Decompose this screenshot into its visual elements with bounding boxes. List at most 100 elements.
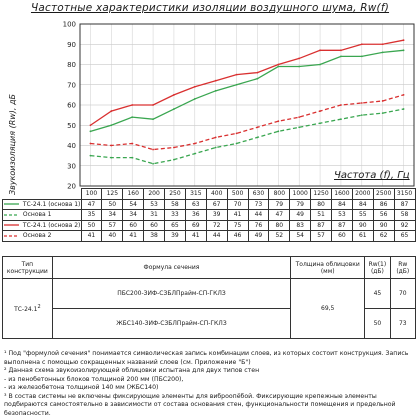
footnote: ² Данная схема звукоизолирующей облицовк… bbox=[4, 367, 260, 374]
legend-label: ТС-24.1 (основа 1) bbox=[21, 200, 81, 208]
y-tick-label: 70 bbox=[67, 81, 76, 89]
x-tick-label: 200 bbox=[143, 188, 165, 200]
legend-label: Основа 1 bbox=[21, 211, 52, 219]
data-point bbox=[173, 93, 175, 96]
data-point bbox=[152, 118, 154, 121]
legend-entry: ТС-24.1 (основа 2) bbox=[2, 219, 82, 231]
data-value-cell: 35 bbox=[80, 209, 103, 221]
data-point bbox=[360, 43, 363, 46]
data-point bbox=[298, 116, 301, 119]
legend-label: ТС-24.1 (основа 2) bbox=[21, 221, 81, 229]
x-tick-label: 160 bbox=[122, 188, 145, 200]
data-value-cell: 57 bbox=[101, 219, 124, 231]
data-value-cell: 41 bbox=[226, 209, 249, 221]
spec-header-formula: Формула сечения bbox=[51, 256, 292, 279]
data-value-cell: 92 bbox=[393, 219, 416, 231]
data-value-cell: 58 bbox=[164, 198, 186, 210]
footnotes: ¹ Под "формулой сечения" понимается симв… bbox=[4, 350, 416, 418]
data-value-cell: 80 bbox=[310, 198, 332, 210]
legend-swatch bbox=[4, 224, 19, 226]
data-value-cell: 33 bbox=[164, 209, 186, 221]
table-row: Основа 1 35 34 34 31 33 36 39 41 44 47 49 51 53 55 56 58 bbox=[2, 209, 416, 221]
footnote: - из железобетона толщиной 140 мм (ЖБС14… bbox=[4, 384, 159, 391]
data-value-cell: 79 bbox=[289, 198, 312, 210]
data-point bbox=[173, 146, 175, 149]
data-point bbox=[340, 55, 342, 58]
data-point bbox=[214, 89, 217, 92]
spec-header-type: Тип конструкции bbox=[2, 256, 53, 279]
y-tick-label: 90 bbox=[67, 41, 76, 49]
data-value-cell: 61 bbox=[351, 230, 374, 242]
footnote: - из пенобетонных блоков толщиной 200 мм… bbox=[4, 375, 184, 383]
data-point bbox=[173, 158, 175, 161]
series-line bbox=[90, 108, 404, 165]
x-tick-label: 315 bbox=[184, 188, 207, 200]
data-point bbox=[235, 83, 238, 86]
data-value-cell: 53 bbox=[331, 209, 353, 221]
x-axis-label: Частота (f), Гц bbox=[334, 170, 410, 181]
data-point bbox=[381, 43, 384, 46]
data-point bbox=[193, 142, 196, 145]
data-value-cell: 83 bbox=[289, 219, 312, 231]
data-value-cell: 50 bbox=[101, 198, 124, 210]
data-value-cell: 52 bbox=[268, 230, 291, 242]
data-value-cell: 55 bbox=[351, 209, 374, 221]
data-point bbox=[131, 142, 134, 145]
data-point bbox=[319, 49, 321, 52]
data-value-cell: 54 bbox=[122, 198, 145, 210]
data-point bbox=[256, 71, 259, 74]
spec-rw1: 50 bbox=[364, 308, 391, 339]
x-tick-label: 3150 bbox=[393, 188, 416, 200]
data-point bbox=[214, 136, 217, 139]
data-value-cell: 70 bbox=[226, 198, 249, 210]
y-tick-label: 80 bbox=[67, 61, 76, 69]
data-value-cell: 50 bbox=[80, 219, 103, 231]
data-point bbox=[256, 126, 259, 129]
data-value-cell: 31 bbox=[143, 209, 165, 221]
x-tick-label: 1000 bbox=[289, 188, 312, 200]
data-value-cell: 49 bbox=[247, 230, 270, 242]
data-value-cell: 34 bbox=[101, 209, 124, 221]
data-value-cell: 41 bbox=[80, 230, 103, 242]
data-point bbox=[131, 116, 134, 119]
spec-formula: ПБС200-ЗИФ-СЗБЛПрайм-СП-ГКЛЗ bbox=[51, 278, 292, 309]
data-point bbox=[89, 154, 92, 157]
data-point bbox=[277, 120, 280, 123]
data-value-cell: 46 bbox=[226, 230, 249, 242]
legend-entry: Основа 2 bbox=[2, 230, 82, 242]
x-tick-label: 1600 bbox=[331, 188, 353, 200]
spec-rw: 73 bbox=[389, 308, 417, 339]
x-tick-label: 100 bbox=[80, 188, 103, 200]
data-point bbox=[277, 63, 280, 66]
data-value-cell: 41 bbox=[122, 230, 145, 242]
footnote: ³ В состав системы не включены фиксирующ… bbox=[4, 392, 396, 417]
data-point bbox=[319, 122, 321, 125]
data-point bbox=[402, 39, 405, 42]
data-value-cell: 63 bbox=[184, 198, 207, 210]
data-value-cell: 56 bbox=[372, 209, 395, 221]
data-value-cell: 76 bbox=[247, 219, 270, 231]
data-point bbox=[110, 110, 113, 112]
data-value-cell: 90 bbox=[372, 219, 395, 231]
data-value-cell: 58 bbox=[393, 209, 416, 221]
data-value-cell: 84 bbox=[331, 198, 353, 210]
data-point bbox=[319, 110, 321, 112]
data-point bbox=[340, 118, 342, 121]
data-point bbox=[235, 73, 238, 76]
data-value-cell: 62 bbox=[372, 230, 395, 242]
x-tick-label: 250 bbox=[164, 188, 186, 200]
x-tick-label: 500 bbox=[226, 188, 249, 200]
data-value-cell: 60 bbox=[122, 219, 145, 231]
legend-entry: ТС-24.1 (основа 1) bbox=[2, 198, 82, 210]
x-tick-label: 125 bbox=[101, 188, 124, 200]
data-value-cell: 47 bbox=[268, 209, 291, 221]
spec-thickness: 69,5 bbox=[290, 278, 366, 339]
series-line bbox=[90, 49, 404, 132]
data-value-cell: 73 bbox=[247, 198, 270, 210]
data-point bbox=[402, 108, 405, 110]
data-point bbox=[360, 102, 363, 104]
spec-formula: ЖБС140-ЗИФ-СЗБЛПрайм-СП-ГКЛЗ bbox=[51, 308, 292, 339]
data-value-cell: 67 bbox=[205, 198, 228, 210]
data-point bbox=[152, 162, 154, 165]
data-point bbox=[340, 49, 342, 52]
